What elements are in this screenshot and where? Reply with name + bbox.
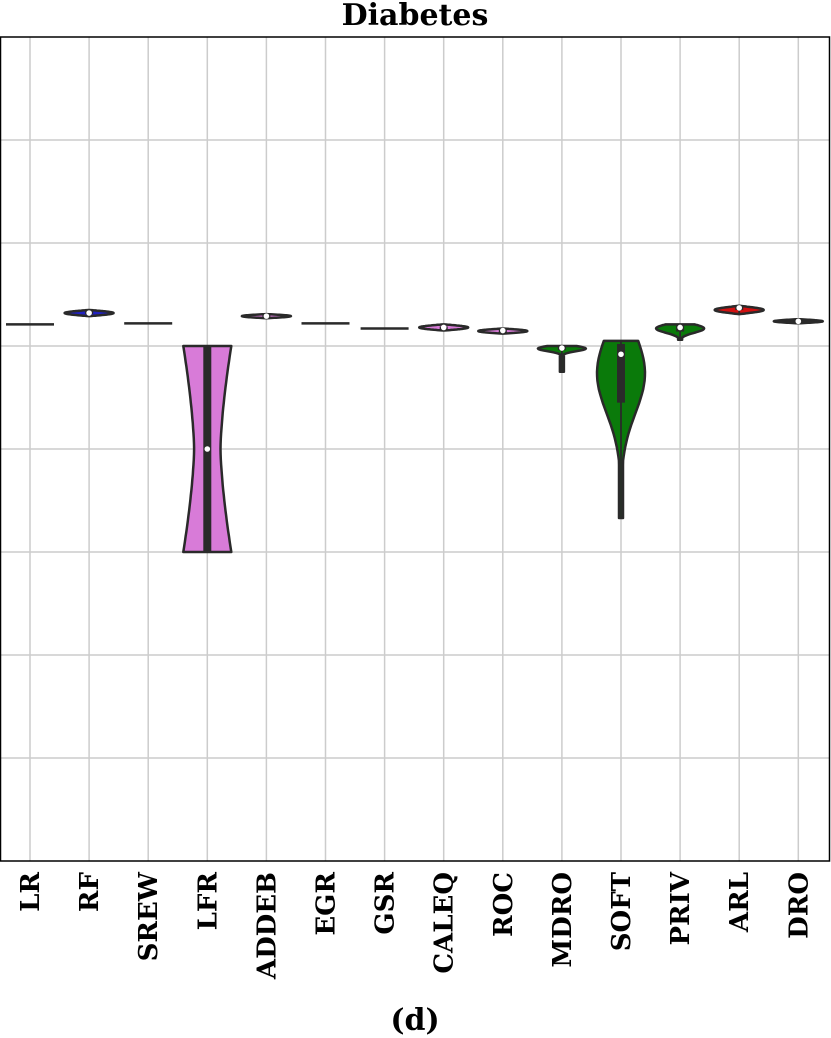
- x-tick-label: ROC: [489, 872, 519, 937]
- violin-addeb: [240, 312, 293, 320]
- x-tick-label: MDRO: [548, 872, 578, 968]
- violin-median-point: [500, 327, 506, 334]
- x-tick-label: GSR: [371, 872, 401, 935]
- violin-priv: [654, 323, 706, 342]
- violin-arl: [713, 304, 765, 316]
- x-tick-label: LFR: [193, 872, 223, 931]
- x-tick-label: SREW: [134, 871, 164, 961]
- x-tick-label: EGR: [312, 872, 342, 936]
- violin-median-point: [795, 318, 802, 325]
- chart-subtitle: (d): [390, 1003, 439, 1038]
- violin-caleq: [417, 323, 470, 332]
- violin-lfr: [182, 344, 233, 554]
- x-tick-labels: LR RF SREW LFR ADDEB EGR GSR CALEQ ROC MDRO SOFT PR…: [16, 871, 814, 980]
- violin-roc: [477, 327, 529, 335]
- plot-frame: [0, 36, 831, 862]
- x-tick-label: ADDEB: [252, 872, 282, 980]
- violin-median-point: [204, 446, 211, 452]
- violin-median-point: [440, 324, 447, 331]
- violins: [6, 304, 825, 554]
- violin-rf: [63, 308, 115, 318]
- violin-median-point: [559, 345, 565, 351]
- violin-mdro: [536, 344, 588, 374]
- violin-dro: [772, 317, 825, 325]
- chart-title: Diabetes: [342, 0, 489, 33]
- x-tick-label: DRO: [784, 872, 814, 939]
- x-tick-label: LR: [16, 872, 46, 912]
- violin-iqr-box: [617, 343, 625, 403]
- x-tick-label: ARL: [725, 872, 755, 933]
- violin-median-point: [263, 313, 270, 319]
- violin-median-point: [677, 324, 683, 331]
- x-tick-label: SOFT: [607, 871, 637, 951]
- grid: [0, 37, 830, 861]
- x-tick-label: PRIV: [666, 871, 696, 945]
- violin-median-point: [736, 305, 742, 311]
- violin-median-point: [86, 310, 92, 316]
- x-tick-label: CALEQ: [430, 872, 460, 974]
- x-tick-label: RF: [75, 871, 105, 912]
- violin-median-point: [618, 351, 624, 358]
- violin-soft: [595, 339, 647, 520]
